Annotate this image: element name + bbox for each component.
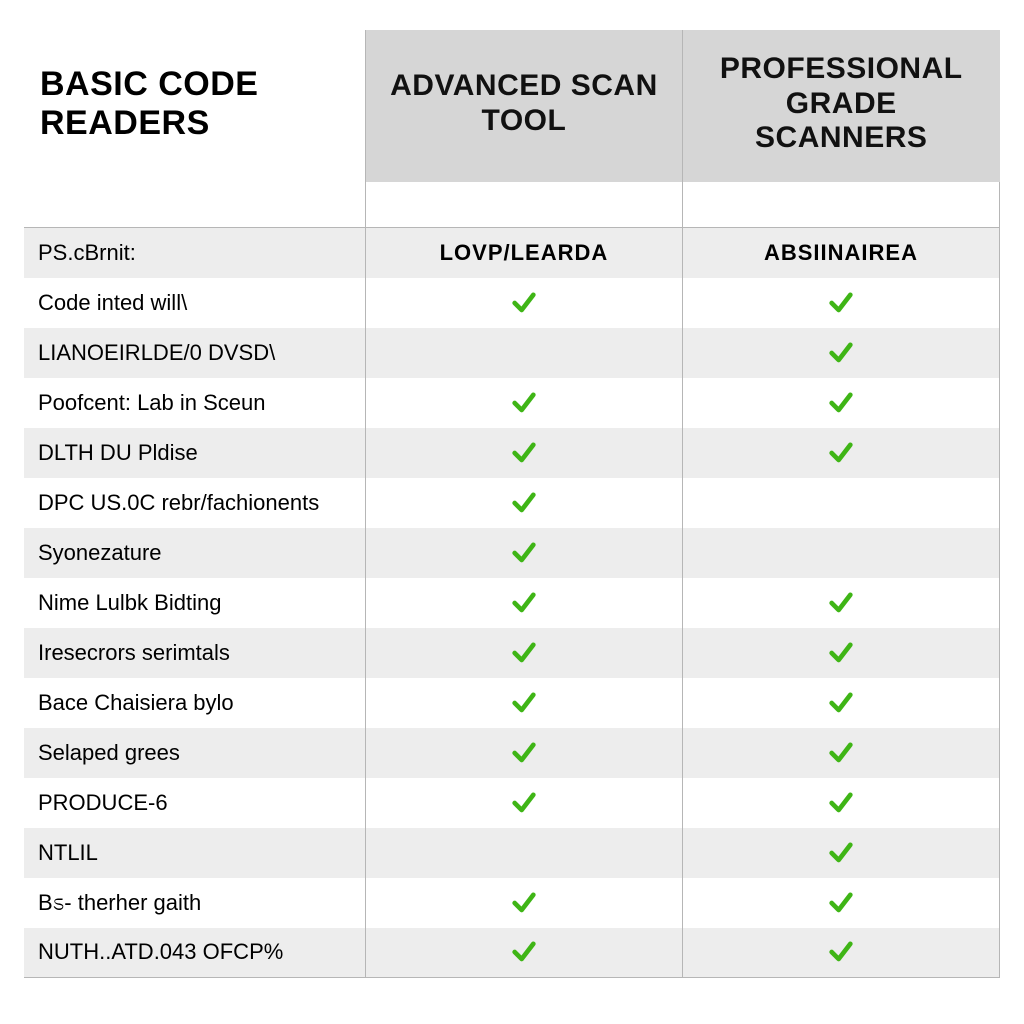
row-pro-cell: [682, 328, 999, 378]
table-row: Nime Lulbk Bidting: [24, 578, 1000, 628]
table-row: Iresecrors serimtals: [24, 628, 1000, 678]
comparison-table: BASIC CODE READERS ADVANCED SCAN TOOL PR…: [24, 30, 1000, 978]
check-icon: [827, 889, 855, 917]
check-icon: [510, 739, 538, 767]
check-icon: [827, 589, 855, 617]
col-header-advanced: ADVANCED SCAN TOOL: [365, 30, 682, 182]
row-pro-cell: [682, 528, 999, 578]
row-advanced-cell: [365, 478, 682, 528]
row-advanced-cell: [365, 378, 682, 428]
row-label: Bಽ- therher gaith: [24, 878, 365, 928]
table-row: NUTH..ATD.043 OFCP%: [24, 928, 1000, 978]
row-advanced-cell: [365, 928, 682, 978]
check-icon: [827, 839, 855, 867]
row-advanced-cell: [365, 878, 682, 928]
row-label: Iresecrors serimtals: [24, 628, 365, 678]
table-row: Syonezature: [24, 528, 1000, 578]
check-icon: [510, 489, 538, 517]
row-pro-cell: [682, 478, 999, 528]
header-spacer-row: [24, 182, 1000, 228]
check-icon: [827, 938, 855, 966]
row-label: DPC US.0C rebr/fachionents: [24, 478, 365, 528]
col-header-feature: BASIC CODE READERS: [24, 30, 365, 182]
row-label: Syonezature: [24, 528, 365, 578]
row-pro-cell: [682, 378, 999, 428]
row-advanced-cell: [365, 678, 682, 728]
row-label: PRODUCE-6: [24, 778, 365, 828]
check-icon: [510, 439, 538, 467]
check-icon: [510, 539, 538, 567]
table-row: Selaped grees: [24, 728, 1000, 778]
check-icon: [510, 689, 538, 717]
check-icon: [827, 389, 855, 417]
table-row: DPC US.0C rebr/fachionents: [24, 478, 1000, 528]
check-icon: [510, 639, 538, 667]
row-pro-cell: [682, 278, 999, 328]
table-row: Bಽ- therher gaith: [24, 878, 1000, 928]
check-icon: [827, 339, 855, 367]
table-row: DLTH DU Pldise: [24, 428, 1000, 478]
check-icon: [510, 389, 538, 417]
row-label: Code inted will\: [24, 278, 365, 328]
row-pro-cell: [682, 728, 999, 778]
row-label: NUTH..ATD.043 OFCP%: [24, 928, 365, 978]
subheader-pro: ABSIINAIREA: [682, 228, 999, 278]
table-row: NTLIL: [24, 828, 1000, 878]
subheader-label: PS.cBrnit:: [24, 228, 365, 278]
check-icon: [827, 789, 855, 817]
row-pro-cell: [682, 578, 999, 628]
col-header-pro: PROFESSIONAL GRADE SCANNERS: [682, 30, 999, 182]
check-icon: [827, 639, 855, 667]
row-pro-cell: [682, 878, 999, 928]
table-row: PRODUCE-6: [24, 778, 1000, 828]
row-pro-cell: [682, 778, 999, 828]
spacer-cell: [365, 182, 682, 228]
table-subheader-row: PS.cBrnit:LOVP/LEARDAABSIINAIREA: [24, 228, 1000, 278]
row-advanced-cell: [365, 278, 682, 328]
row-label: NTLIL: [24, 828, 365, 878]
row-advanced-cell: [365, 628, 682, 678]
check-icon: [510, 789, 538, 817]
row-label: LIANOEIRLDE/0 DVSD\: [24, 328, 365, 378]
row-pro-cell: [682, 828, 999, 878]
check-icon: [827, 439, 855, 467]
row-label: Bace Chaisiera bylo: [24, 678, 365, 728]
spacer-cell: [682, 182, 999, 228]
row-advanced-cell: [365, 578, 682, 628]
table-row: Code inted will\: [24, 278, 1000, 328]
subheader-advanced: LOVP/LEARDA: [365, 228, 682, 278]
row-advanced-cell: [365, 778, 682, 828]
row-advanced-cell: [365, 728, 682, 778]
table-row: Bace Chaisiera bylo: [24, 678, 1000, 728]
row-pro-cell: [682, 628, 999, 678]
row-advanced-cell: [365, 828, 682, 878]
check-icon: [510, 889, 538, 917]
check-icon: [827, 739, 855, 767]
check-icon: [510, 938, 538, 966]
row-pro-cell: [682, 428, 999, 478]
row-pro-cell: [682, 928, 999, 978]
row-pro-cell: [682, 678, 999, 728]
row-label: Nime Lulbk Bidting: [24, 578, 365, 628]
row-advanced-cell: [365, 428, 682, 478]
table-row: LIANOEIRLDE/0 DVSD\: [24, 328, 1000, 378]
table-row: Poofcent: Lab in Sceun: [24, 378, 1000, 428]
row-label: Selaped grees: [24, 728, 365, 778]
row-advanced-cell: [365, 528, 682, 578]
check-icon: [510, 589, 538, 617]
check-icon: [510, 289, 538, 317]
row-advanced-cell: [365, 328, 682, 378]
row-label: Poofcent: Lab in Sceun: [24, 378, 365, 428]
row-label: DLTH DU Pldise: [24, 428, 365, 478]
table-header-row: BASIC CODE READERS ADVANCED SCAN TOOL PR…: [24, 30, 1000, 182]
check-icon: [827, 689, 855, 717]
check-icon: [827, 289, 855, 317]
